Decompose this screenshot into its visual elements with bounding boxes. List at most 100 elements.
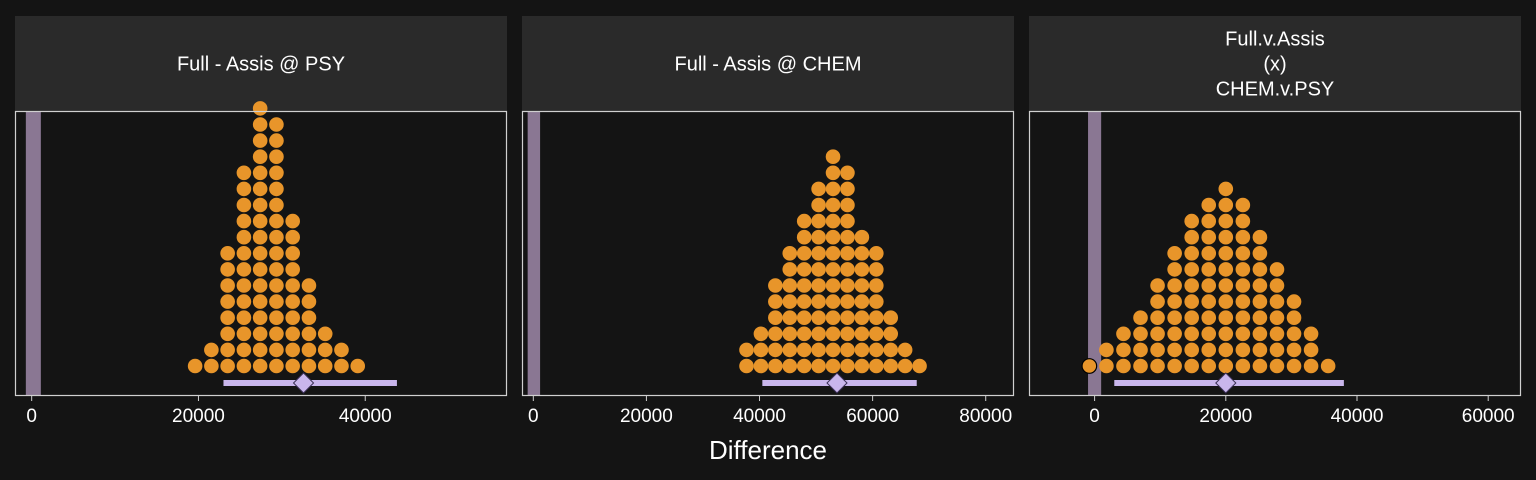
dot (1081, 358, 1098, 374)
dot (854, 278, 870, 293)
dot (1235, 294, 1251, 309)
dot (840, 246, 855, 261)
dot (811, 294, 826, 309)
dot (269, 117, 284, 132)
dot (1201, 262, 1217, 277)
x-tick-label: 20000 (620, 406, 673, 427)
dot (269, 342, 284, 358)
dot (1099, 358, 1114, 374)
dot (1235, 197, 1251, 213)
dot (252, 229, 268, 245)
dot (1150, 326, 1165, 342)
dot (252, 165, 268, 181)
x-tick-label: 40000 (1331, 406, 1384, 427)
dot (811, 197, 826, 213)
dot (1201, 246, 1217, 261)
x-tick-label: 40000 (733, 406, 786, 427)
dot (912, 358, 927, 374)
dot (285, 246, 300, 261)
dot (1201, 342, 1217, 358)
reference-band (527, 112, 541, 395)
dot (269, 213, 284, 229)
reference-band (25, 112, 41, 395)
dot (782, 310, 798, 326)
x-tick-label: 20000 (1199, 406, 1252, 427)
dot (825, 310, 841, 326)
dot (285, 294, 300, 309)
dot (236, 229, 252, 245)
x-tick-label: 60000 (1462, 406, 1515, 427)
dot (1184, 358, 1199, 374)
dot (269, 133, 284, 148)
dot (1184, 229, 1199, 245)
dot (825, 358, 841, 374)
dot (236, 181, 252, 197)
dot (269, 262, 284, 277)
dot (796, 262, 812, 277)
plot-area (522, 111, 1014, 396)
dot (236, 213, 252, 229)
dot (334, 358, 349, 374)
facet-panel-2: Full - Assis @ CHEM 0 20000 40000 60000 80000 (521, 16, 1015, 427)
dot (252, 213, 268, 229)
dot (811, 181, 826, 197)
dot (768, 342, 783, 358)
dot (825, 229, 841, 245)
x-tick-label: 20000 (172, 406, 225, 427)
dot (796, 278, 812, 293)
dot (317, 358, 333, 374)
dot (796, 358, 812, 374)
dot (796, 246, 812, 261)
dot (1167, 262, 1182, 277)
dot (220, 294, 235, 309)
dot (236, 246, 252, 261)
dot (301, 326, 317, 342)
dot (236, 165, 252, 181)
dot (252, 342, 268, 358)
dot (825, 246, 841, 261)
dot (269, 326, 284, 342)
dot (1201, 213, 1217, 229)
dot (811, 262, 826, 277)
dot (236, 358, 252, 374)
dot (236, 342, 252, 358)
x-tick-label: 0 (1089, 406, 1100, 427)
dot (1201, 278, 1217, 293)
dot (1235, 310, 1251, 326)
dot (1184, 213, 1199, 229)
dot (1150, 294, 1165, 309)
dot (269, 310, 284, 326)
dot (883, 342, 899, 358)
dot (768, 294, 783, 309)
dot (285, 358, 300, 374)
dot (285, 326, 300, 342)
dot (811, 213, 826, 229)
panel-border (14, 110, 508, 397)
dot (897, 358, 913, 374)
dot (1252, 294, 1268, 309)
strip-background (15, 16, 507, 111)
dot (1099, 342, 1114, 358)
dot (1167, 246, 1182, 261)
dot (252, 262, 268, 277)
dot (840, 342, 855, 358)
dot (236, 197, 252, 213)
dot (825, 197, 841, 213)
dot (252, 117, 268, 132)
dot (840, 197, 855, 213)
dot (285, 229, 300, 245)
dot (1167, 310, 1182, 326)
reference-band (1088, 112, 1102, 395)
facet-panel-1: Full - Assis @ PSY 0 20000 40000 (14, 16, 508, 427)
dot (285, 262, 300, 277)
dot (187, 358, 203, 374)
dot (825, 262, 841, 277)
dot (768, 278, 783, 293)
point-estimate (826, 372, 848, 394)
dot (1235, 229, 1251, 245)
dot (1235, 262, 1251, 277)
dot (252, 246, 268, 261)
dot (317, 342, 333, 358)
dot (796, 342, 812, 358)
dot (897, 342, 913, 358)
